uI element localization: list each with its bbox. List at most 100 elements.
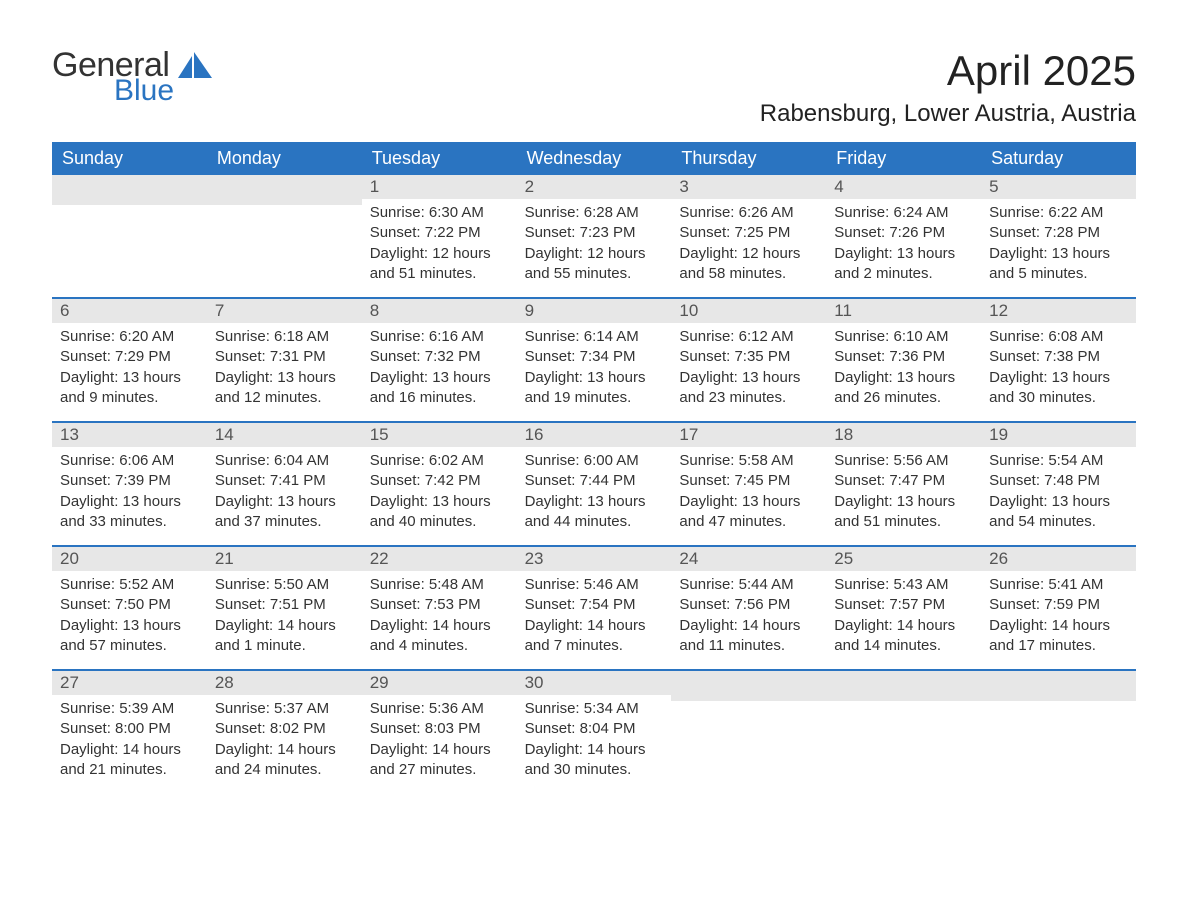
- day-body: Sunrise: 6:16 AMSunset: 7:32 PMDaylight:…: [362, 323, 517, 414]
- daylight-line: Daylight: 14 hours and 30 minutes.: [525, 740, 664, 781]
- brand-word-blue: Blue: [114, 76, 174, 106]
- daylight-line: Daylight: 14 hours and 17 minutes.: [989, 616, 1128, 657]
- weeks-container: 1Sunrise: 6:30 AMSunset: 7:22 PMDaylight…: [52, 175, 1136, 793]
- sunrise-line: Sunrise: 6:24 AM: [834, 203, 973, 223]
- sunrise-line: Sunrise: 6:12 AM: [679, 327, 818, 347]
- sunset-line: Sunset: 7:32 PM: [370, 347, 509, 367]
- sunrise-line: Sunrise: 6:22 AM: [989, 203, 1128, 223]
- day-number: 5: [981, 175, 1136, 199]
- day-body: Sunrise: 6:00 AMSunset: 7:44 PMDaylight:…: [517, 447, 672, 538]
- sunset-line: Sunset: 8:02 PM: [215, 719, 354, 739]
- day-cell: 26Sunrise: 5:41 AMSunset: 7:59 PMDayligh…: [981, 547, 1136, 669]
- sunrise-line: Sunrise: 5:41 AM: [989, 575, 1128, 595]
- day-body: Sunrise: 5:36 AMSunset: 8:03 PMDaylight:…: [362, 695, 517, 786]
- day-number: 25: [826, 547, 981, 571]
- day-number: [981, 671, 1136, 701]
- daylight-line: Daylight: 13 hours and 9 minutes.: [60, 368, 199, 409]
- day-number: 29: [362, 671, 517, 695]
- day-cell: 19Sunrise: 5:54 AMSunset: 7:48 PMDayligh…: [981, 423, 1136, 545]
- sunset-line: Sunset: 7:45 PM: [679, 471, 818, 491]
- day-body: Sunrise: 5:34 AMSunset: 8:04 PMDaylight:…: [517, 695, 672, 786]
- day-body: Sunrise: 5:52 AMSunset: 7:50 PMDaylight:…: [52, 571, 207, 662]
- day-number: [52, 175, 207, 205]
- day-body: Sunrise: 5:44 AMSunset: 7:56 PMDaylight:…: [671, 571, 826, 662]
- day-cell: 14Sunrise: 6:04 AMSunset: 7:41 PMDayligh…: [207, 423, 362, 545]
- sunrise-line: Sunrise: 5:58 AM: [679, 451, 818, 471]
- sunset-line: Sunset: 7:54 PM: [525, 595, 664, 615]
- sunset-line: Sunset: 7:31 PM: [215, 347, 354, 367]
- sunrise-line: Sunrise: 5:46 AM: [525, 575, 664, 595]
- day-cell: 20Sunrise: 5:52 AMSunset: 7:50 PMDayligh…: [52, 547, 207, 669]
- weekday-sunday: Sunday: [52, 142, 207, 175]
- day-cell: 9Sunrise: 6:14 AMSunset: 7:34 PMDaylight…: [517, 299, 672, 421]
- day-cell: 25Sunrise: 5:43 AMSunset: 7:57 PMDayligh…: [826, 547, 981, 669]
- sunrise-line: Sunrise: 6:04 AM: [215, 451, 354, 471]
- day-number: 3: [671, 175, 826, 199]
- day-number: 21: [207, 547, 362, 571]
- day-cell: 13Sunrise: 6:06 AMSunset: 7:39 PMDayligh…: [52, 423, 207, 545]
- daylight-line: Daylight: 13 hours and 2 minutes.: [834, 244, 973, 285]
- day-cell: 18Sunrise: 5:56 AMSunset: 7:47 PMDayligh…: [826, 423, 981, 545]
- daylight-line: Daylight: 13 hours and 47 minutes.: [679, 492, 818, 533]
- header-row: General Blue April 2025 Rabensburg, Lowe…: [52, 48, 1136, 128]
- day-cell: 27Sunrise: 5:39 AMSunset: 8:00 PMDayligh…: [52, 671, 207, 793]
- sunrise-line: Sunrise: 6:10 AM: [834, 327, 973, 347]
- month-title: April 2025: [760, 48, 1136, 94]
- sunset-line: Sunset: 8:03 PM: [370, 719, 509, 739]
- sunset-line: Sunset: 8:00 PM: [60, 719, 199, 739]
- sunset-line: Sunset: 7:59 PM: [989, 595, 1128, 615]
- day-cell: 28Sunrise: 5:37 AMSunset: 8:02 PMDayligh…: [207, 671, 362, 793]
- day-number: 8: [362, 299, 517, 323]
- daylight-line: Daylight: 14 hours and 11 minutes.: [679, 616, 818, 657]
- day-number: 28: [207, 671, 362, 695]
- day-cell: [52, 175, 207, 297]
- sunrise-line: Sunrise: 5:43 AM: [834, 575, 973, 595]
- page: General Blue April 2025 Rabensburg, Lowe…: [0, 0, 1188, 918]
- sunrise-line: Sunrise: 6:28 AM: [525, 203, 664, 223]
- day-body: Sunrise: 6:30 AMSunset: 7:22 PMDaylight:…: [362, 199, 517, 290]
- sunrise-line: Sunrise: 6:08 AM: [989, 327, 1128, 347]
- sunrise-line: Sunrise: 5:39 AM: [60, 699, 199, 719]
- sunrise-line: Sunrise: 5:54 AM: [989, 451, 1128, 471]
- sunset-line: Sunset: 7:35 PM: [679, 347, 818, 367]
- sunset-line: Sunset: 7:53 PM: [370, 595, 509, 615]
- day-number: 9: [517, 299, 672, 323]
- sunrise-line: Sunrise: 6:06 AM: [60, 451, 199, 471]
- day-number: 24: [671, 547, 826, 571]
- day-number: 12: [981, 299, 1136, 323]
- week-row: 20Sunrise: 5:52 AMSunset: 7:50 PMDayligh…: [52, 545, 1136, 669]
- day-cell: [826, 671, 981, 793]
- day-body: Sunrise: 6:22 AMSunset: 7:28 PMDaylight:…: [981, 199, 1136, 290]
- sunrise-line: Sunrise: 5:48 AM: [370, 575, 509, 595]
- day-body: Sunrise: 6:12 AMSunset: 7:35 PMDaylight:…: [671, 323, 826, 414]
- day-cell: 4Sunrise: 6:24 AMSunset: 7:26 PMDaylight…: [826, 175, 981, 297]
- day-cell: 23Sunrise: 5:46 AMSunset: 7:54 PMDayligh…: [517, 547, 672, 669]
- day-number: 16: [517, 423, 672, 447]
- day-number: [826, 671, 981, 701]
- day-number: 4: [826, 175, 981, 199]
- day-body: Sunrise: 5:50 AMSunset: 7:51 PMDaylight:…: [207, 571, 362, 662]
- weekday-monday: Monday: [207, 142, 362, 175]
- location-text: Rabensburg, Lower Austria, Austria: [760, 100, 1136, 128]
- sunrise-line: Sunrise: 5:37 AM: [215, 699, 354, 719]
- sunrise-line: Sunrise: 6:16 AM: [370, 327, 509, 347]
- weekday-thursday: Thursday: [671, 142, 826, 175]
- day-cell: [981, 671, 1136, 793]
- sunrise-line: Sunrise: 6:30 AM: [370, 203, 509, 223]
- day-cell: 11Sunrise: 6:10 AMSunset: 7:36 PMDayligh…: [826, 299, 981, 421]
- day-body: Sunrise: 6:04 AMSunset: 7:41 PMDaylight:…: [207, 447, 362, 538]
- day-number: 10: [671, 299, 826, 323]
- daylight-line: Daylight: 13 hours and 26 minutes.: [834, 368, 973, 409]
- day-number: 30: [517, 671, 672, 695]
- sunset-line: Sunset: 7:48 PM: [989, 471, 1128, 491]
- day-cell: 6Sunrise: 6:20 AMSunset: 7:29 PMDaylight…: [52, 299, 207, 421]
- sunrise-line: Sunrise: 5:34 AM: [525, 699, 664, 719]
- day-cell: 7Sunrise: 6:18 AMSunset: 7:31 PMDaylight…: [207, 299, 362, 421]
- day-number: 19: [981, 423, 1136, 447]
- daylight-line: Daylight: 13 hours and 23 minutes.: [679, 368, 818, 409]
- day-number: 1: [362, 175, 517, 199]
- sunset-line: Sunset: 7:39 PM: [60, 471, 199, 491]
- day-cell: [207, 175, 362, 297]
- weekday-header-row: Sunday Monday Tuesday Wednesday Thursday…: [52, 142, 1136, 175]
- sunset-line: Sunset: 7:42 PM: [370, 471, 509, 491]
